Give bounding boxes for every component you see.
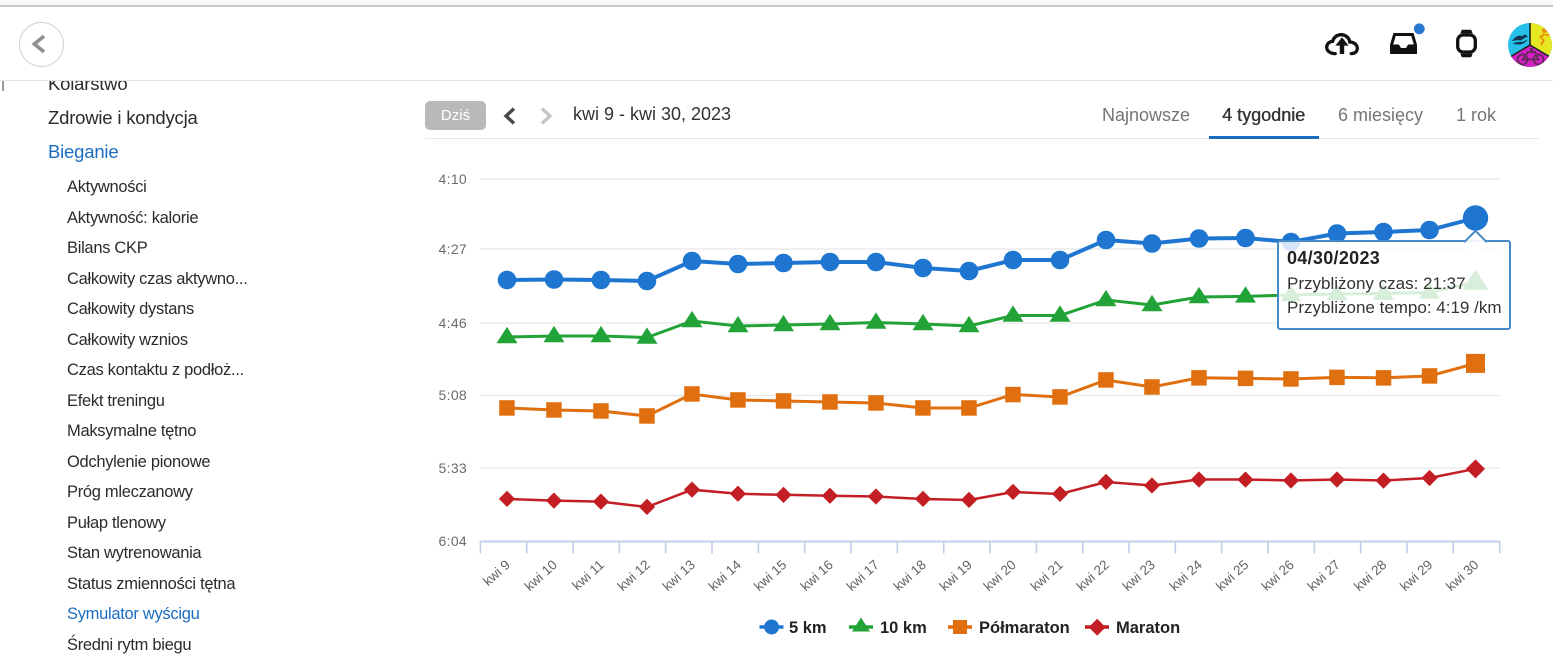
svg-text:kwi 28: kwi 28 [1351, 557, 1389, 594]
svg-text:kwi 22: kwi 22 [1074, 557, 1112, 594]
svg-text:kwi 24: kwi 24 [1167, 557, 1206, 594]
svg-text:kwi 11: kwi 11 [569, 557, 607, 593]
svg-text:Półmaraton: Półmaraton [979, 619, 1070, 637]
svg-text:4:46: 4:46 [439, 315, 467, 331]
svg-text:kwi 15: kwi 15 [751, 557, 789, 594]
svg-text:4:10: 4:10 [439, 171, 467, 187]
svg-text:kwi 17: kwi 17 [844, 557, 882, 594]
svg-text:5:33: 5:33 [439, 460, 467, 476]
svg-text:kwi 26: kwi 26 [1259, 557, 1297, 594]
svg-text:6:04: 6:04 [439, 533, 467, 549]
svg-text:kwi 23: kwi 23 [1120, 557, 1158, 594]
svg-text:kwi 21: kwi 21 [1028, 557, 1066, 594]
svg-text:4:27: 4:27 [439, 241, 467, 257]
svg-text:kwi 16: kwi 16 [798, 557, 836, 594]
svg-text:Maraton: Maraton [1116, 619, 1180, 637]
svg-text:5 km: 5 km [789, 619, 827, 637]
svg-text:kwi 27: kwi 27 [1305, 557, 1343, 594]
svg-text:kwi 20: kwi 20 [981, 557, 1019, 594]
svg-text:kwi 30: kwi 30 [1443, 557, 1481, 594]
svg-text:5:08: 5:08 [439, 387, 467, 403]
svg-text:kwi 19: kwi 19 [937, 557, 975, 594]
svg-text:kwi 29: kwi 29 [1397, 557, 1435, 594]
svg-text:kwi 12: kwi 12 [615, 557, 653, 594]
svg-text:kwi 25: kwi 25 [1213, 557, 1251, 594]
svg-text:10 km: 10 km [880, 619, 927, 637]
svg-text:kwi 14: kwi 14 [706, 557, 745, 594]
svg-text:kwi 18: kwi 18 [891, 557, 929, 594]
svg-text:kwi 10: kwi 10 [522, 557, 560, 594]
svg-text:kwi 13: kwi 13 [660, 557, 698, 594]
svg-text:kwi 9: kwi 9 [480, 557, 513, 589]
